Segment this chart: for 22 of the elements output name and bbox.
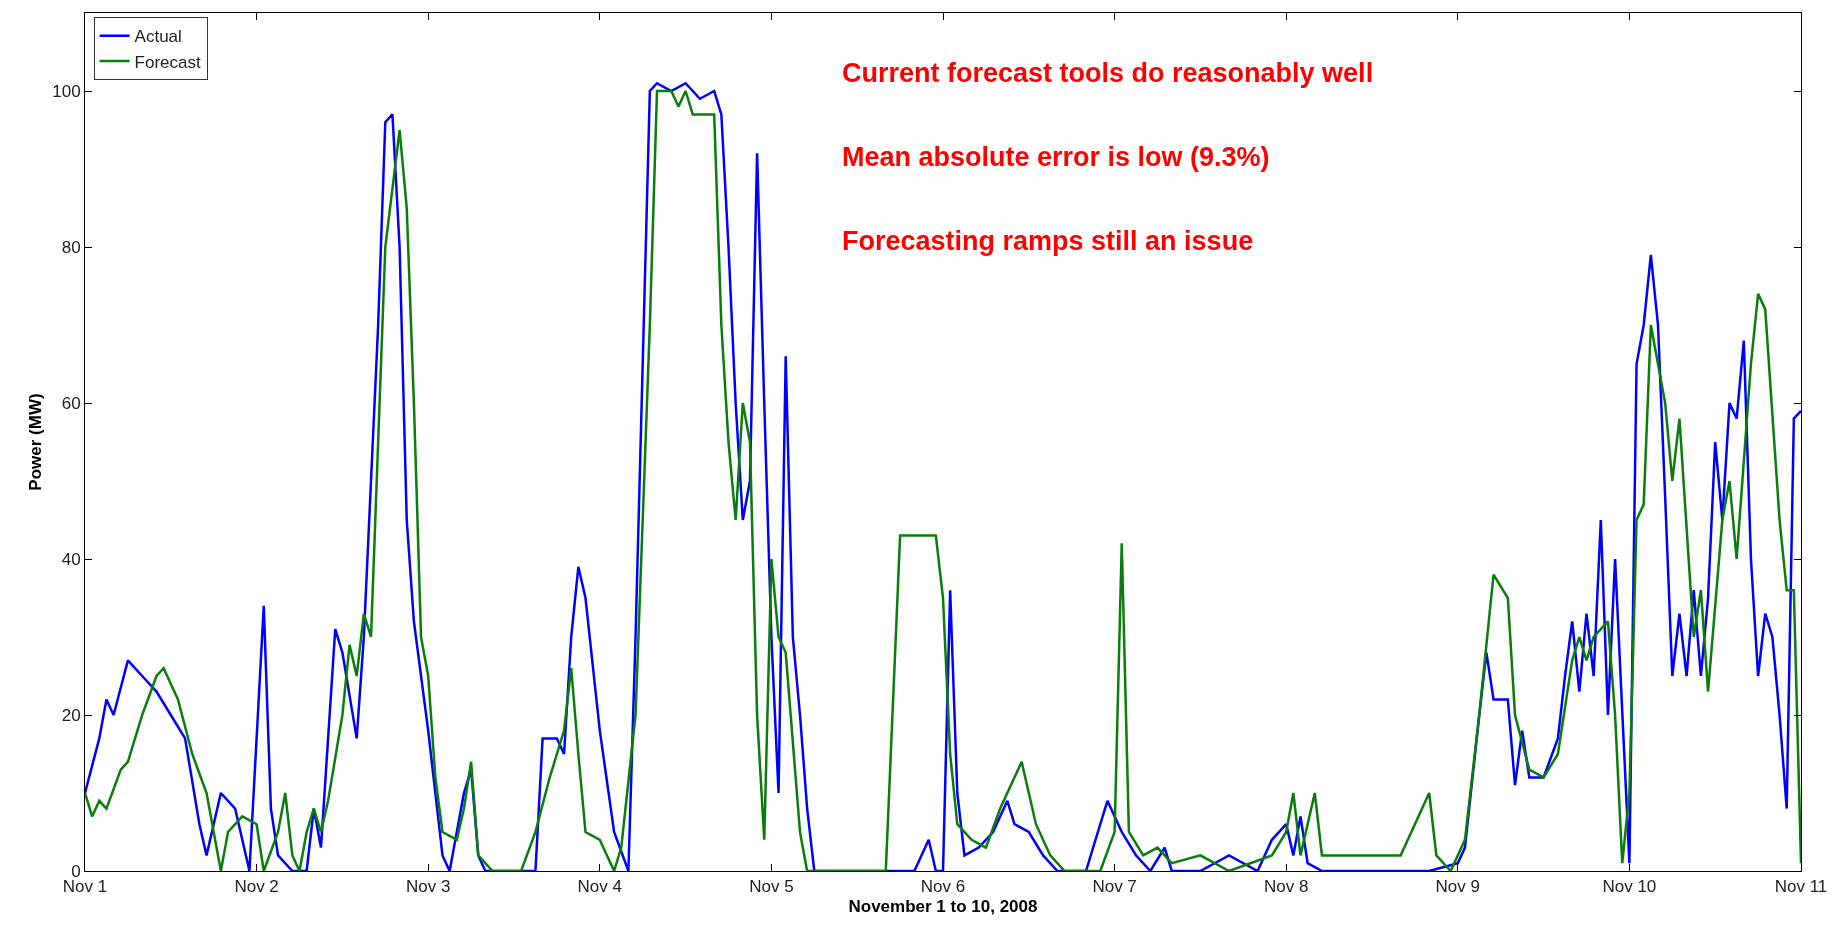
legend-label: Forecast: [134, 52, 201, 72]
x-tick-label: Nov 5: [749, 877, 794, 897]
y-tick-label: 60: [61, 393, 81, 413]
y-tick-label: 100: [52, 81, 81, 101]
y-tick-label: 80: [61, 237, 81, 257]
legend-label: Actual: [134, 27, 182, 47]
x-tick-label: Nov 4: [577, 877, 623, 897]
annotation: Mean absolute error is low (9.3%): [842, 142, 1270, 172]
annotation: Current forecast tools do reasonably well: [842, 58, 1374, 88]
y-tick-label: 20: [61, 705, 81, 725]
x-tick-label: Nov 2: [234, 877, 279, 897]
annotation: Forecasting ramps still an issue: [842, 226, 1254, 256]
x-tick-label: Nov 3: [405, 877, 451, 897]
x-tick-label: Nov 10: [1602, 877, 1657, 897]
x-tick-label: Nov 11: [1774, 877, 1828, 897]
y-axis-title: Power (MW): [25, 393, 45, 491]
x-tick-label: Nov 8: [1263, 877, 1309, 897]
y-tick-label: 40: [61, 549, 81, 569]
x-tick-label: Nov 7: [1092, 877, 1137, 897]
x-tick-label: Nov 9: [1435, 877, 1481, 897]
x-tick-label: Nov 6: [920, 877, 966, 897]
x-axis-title: November 1 to 10, 2008: [848, 896, 1038, 916]
